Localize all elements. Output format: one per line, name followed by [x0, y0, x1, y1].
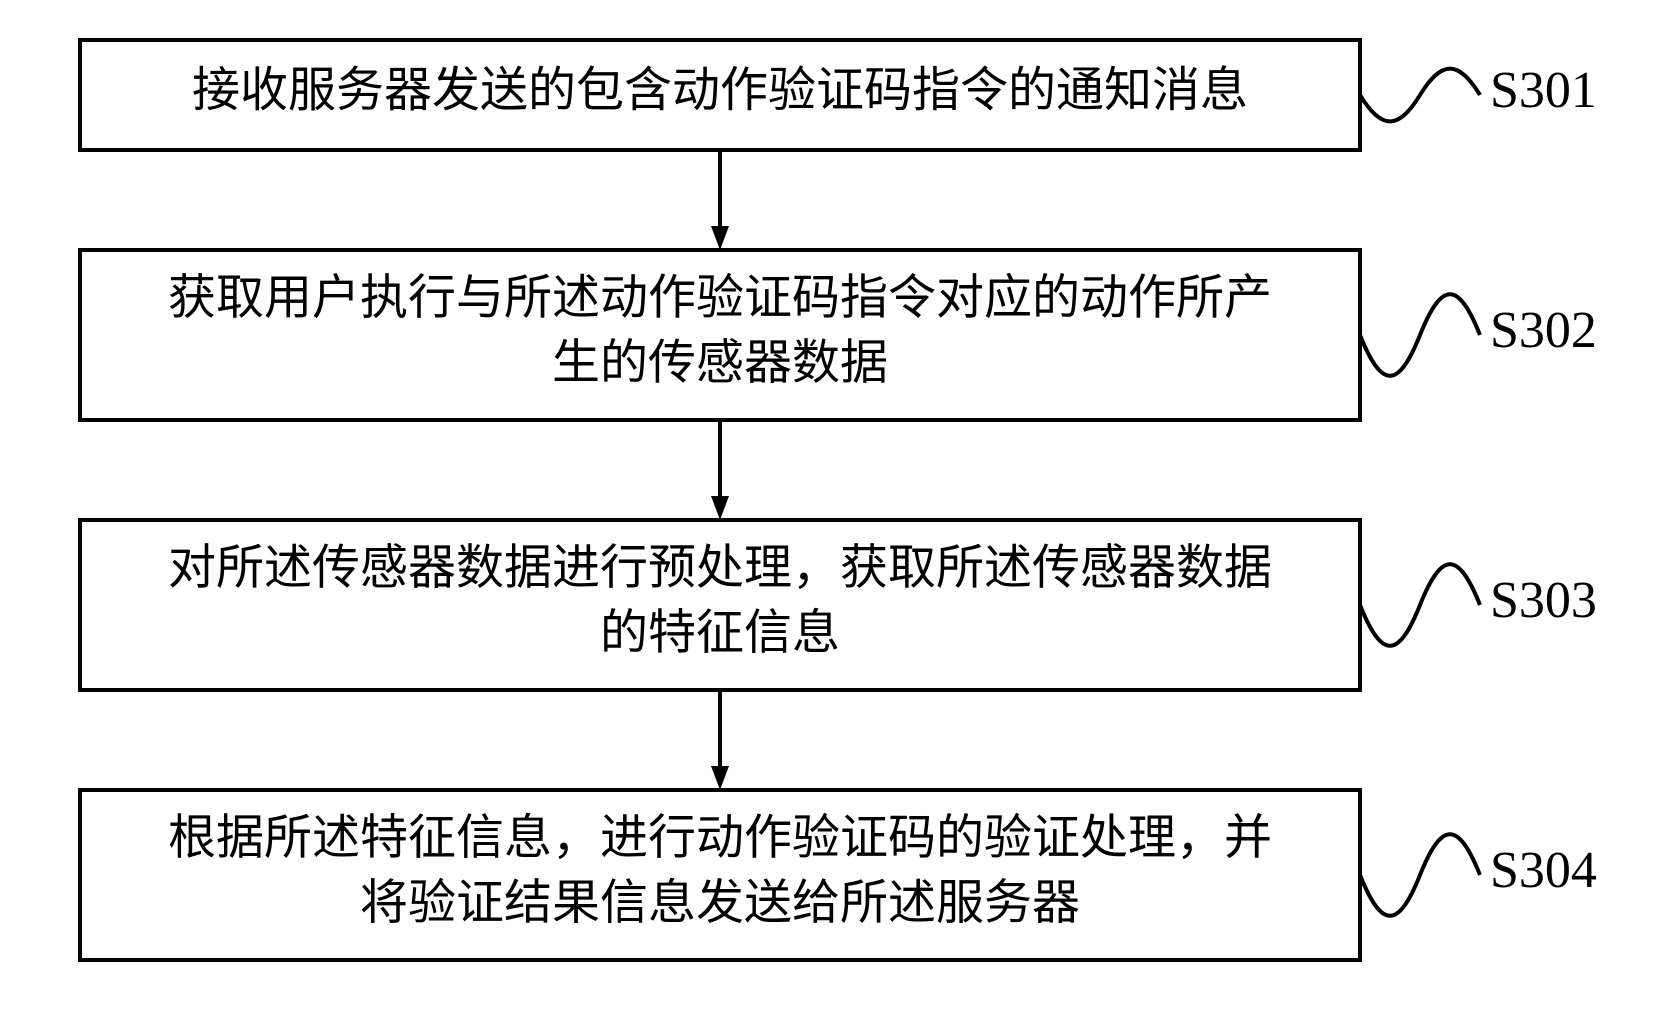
- step-text: 根据所述特征信息，进行动作验证码的验证处理，并: [168, 812, 1272, 865]
- step-label: S301: [1490, 62, 1597, 119]
- step-label: S304: [1490, 842, 1597, 899]
- step-text: 接收服务器发送的包含动作验证码指令的通知消息: [192, 64, 1248, 117]
- step-text: 的特征信息: [600, 606, 840, 659]
- step-text: 获取用户执行与所述动作验证码指令对应的动作所产: [168, 272, 1272, 325]
- flow-step-S304: 根据所述特征信息，进行动作验证码的验证处理，并将验证结果信息发送给所述服务器 S3…: [80, 790, 1597, 960]
- step-label: S302: [1490, 302, 1597, 359]
- flow-step-S303: 对所述传感器数据进行预处理，获取所述传感器数据的特征信息 S303: [80, 520, 1597, 690]
- flowchart-container: 接收服务器发送的包含动作验证码指令的通知消息 S301 获取用户执行与所述动作验证码…: [0, 0, 1670, 1034]
- flow-step-S302: 获取用户执行与所述动作验证码指令对应的动作所产生的传感器数据 S302: [80, 250, 1597, 420]
- step-label: S303: [1490, 572, 1597, 629]
- flowchart-svg: 接收服务器发送的包含动作验证码指令的通知消息 S301 获取用户执行与所述动作验证码…: [0, 0, 1670, 1034]
- arrow-S301-S302: [711, 150, 729, 250]
- step-text: 生的传感器数据: [552, 336, 888, 389]
- step-text: 对所述传感器数据进行预处理，获取所述传感器数据: [168, 542, 1272, 595]
- flow-step-S301: 接收服务器发送的包含动作验证码指令的通知消息 S301: [80, 40, 1597, 150]
- arrow-S302-S303: [711, 420, 729, 520]
- step-text: 将验证结果信息发送给所述服务器: [360, 876, 1080, 929]
- arrow-S303-S304: [711, 690, 729, 790]
